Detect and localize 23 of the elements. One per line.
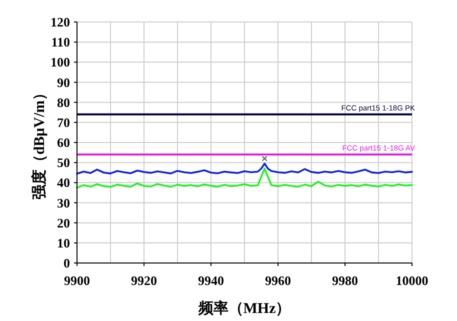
- line-series: [76, 168, 413, 189]
- x-tick-label: 9940: [198, 273, 224, 288]
- x-axis-title: 频率（MHz）: [197, 299, 291, 317]
- y-tick-label: 20: [57, 215, 70, 230]
- y-tick-label: 100: [50, 54, 70, 70]
- y-tick-label: 70: [57, 114, 70, 130]
- y-tick-label: 80: [57, 94, 70, 110]
- x-tick-label: 10000: [396, 273, 428, 288]
- x-tick-label: 9960: [265, 273, 291, 288]
- y-tick-label: 0: [64, 256, 70, 270]
- y-tick-label: 60: [57, 135, 70, 150]
- y-tick-label: 40: [57, 175, 70, 190]
- x-tick-label: 9900: [64, 273, 90, 288]
- y-tick-label: 50: [57, 155, 70, 170]
- line-series: [76, 162, 413, 175]
- x-tick-label: 9980: [332, 273, 358, 288]
- y-tick-label: 30: [57, 195, 70, 210]
- y-tick-label: 110: [51, 34, 70, 50]
- y-tick-label: 90: [57, 74, 70, 90]
- x-tick-label: 9920: [131, 273, 157, 288]
- y-tick-label: 120: [50, 14, 70, 30]
- y-axis-title: 强度（dBμV/m）: [30, 85, 48, 200]
- y-tick-label: 10: [57, 235, 70, 250]
